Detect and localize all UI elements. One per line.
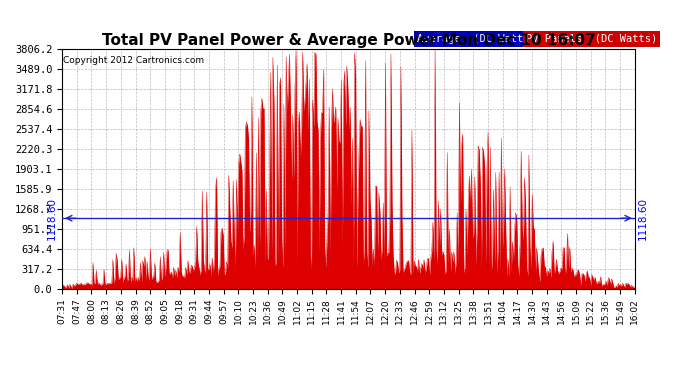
- Text: Copyright 2012 Cartronics.com: Copyright 2012 Cartronics.com: [63, 56, 204, 65]
- Text: Average  (DC Watts): Average (DC Watts): [417, 34, 536, 44]
- Text: 1118.60: 1118.60: [46, 197, 57, 240]
- Text: PV Panels  (DC Watts): PV Panels (DC Watts): [526, 34, 658, 44]
- Title: Total PV Panel Power & Average Power Mon Dec 10 16:07: Total PV Panel Power & Average Power Mon…: [101, 33, 595, 48]
